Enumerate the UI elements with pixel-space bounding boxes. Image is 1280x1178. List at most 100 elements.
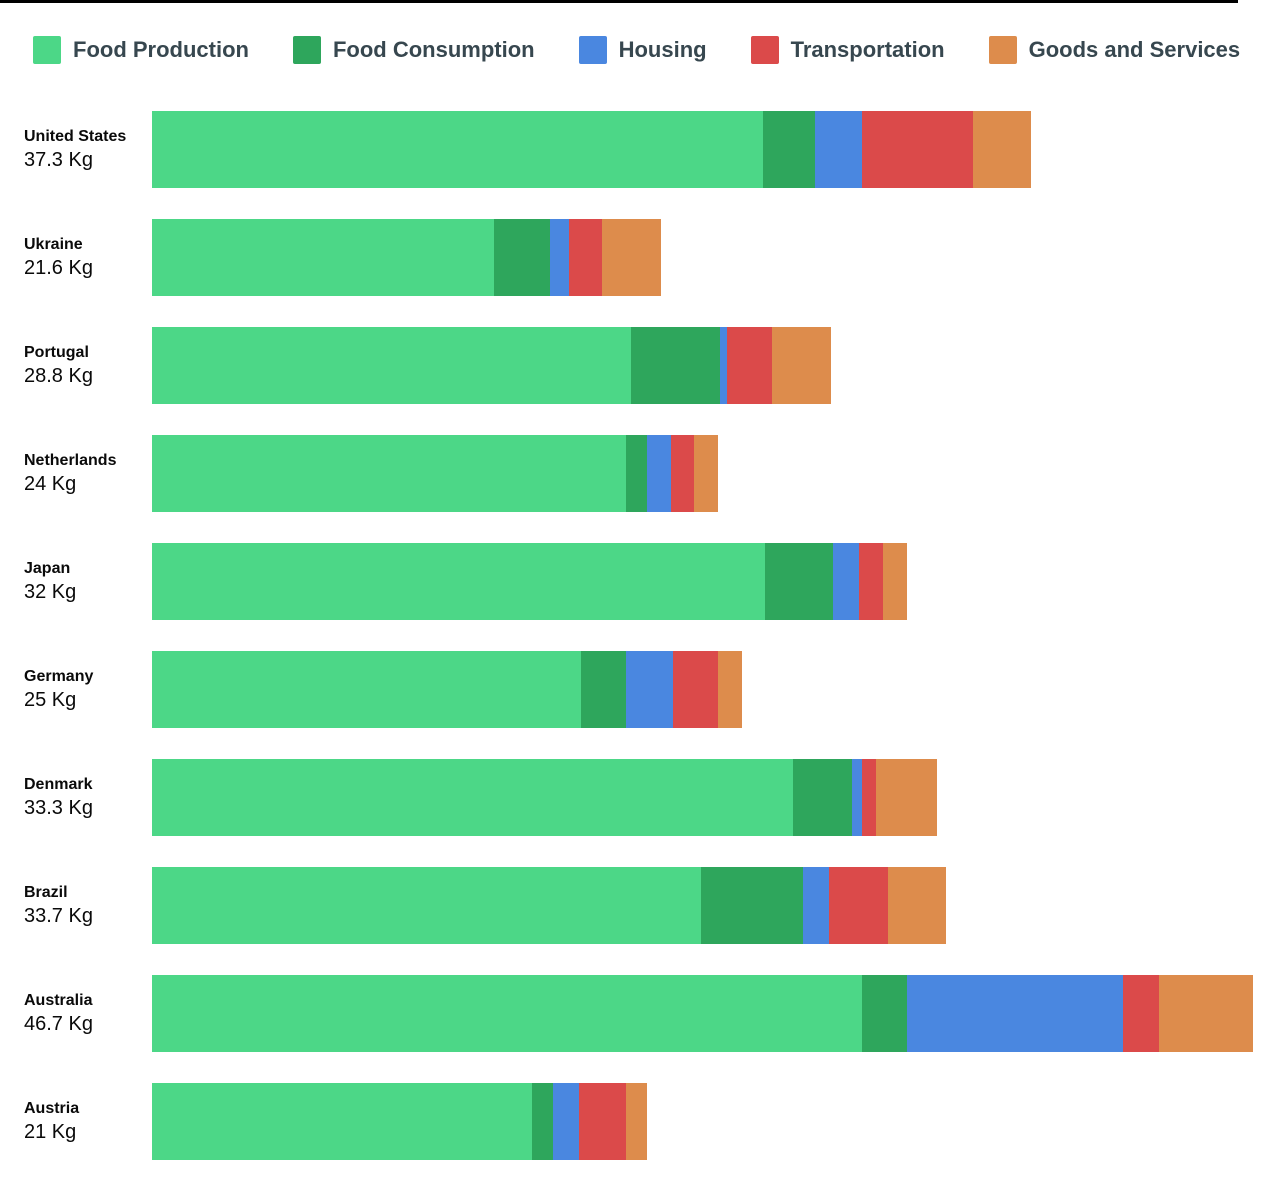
- bar-segment-goods-and-services: [602, 219, 662, 296]
- legend-swatch-icon: [578, 36, 607, 64]
- bar-segment-transportation: [673, 651, 718, 728]
- legend-label: Goods and Services: [1028, 37, 1241, 62]
- country-name: Australia: [24, 991, 93, 1009]
- bar-segment-food-production: [152, 543, 766, 620]
- bar-segment-housing: [802, 867, 829, 944]
- stacked-bar: [152, 759, 938, 836]
- legend-item-food-production[interactable]: Food Production: [33, 36, 249, 64]
- country-total: 33.7 Kg: [24, 905, 93, 928]
- bar-segment-transportation: [670, 435, 695, 512]
- bar-segment-housing: [552, 1083, 579, 1160]
- bar-segment-housing: [625, 651, 674, 728]
- country-total: 33.3 Kg: [24, 797, 93, 820]
- country-name: Netherlands: [24, 451, 117, 469]
- bar-segment-food-production: [152, 1083, 532, 1160]
- chart-row-denmark: Denmark 33.3 Kg: [0, 759, 1280, 836]
- chart-legend: Food Production Food Consumption Housing…: [33, 36, 1280, 64]
- country-name: United States: [24, 127, 127, 145]
- legend-label: Transportation: [790, 37, 945, 62]
- row-label: Ukraine 21.6 Kg: [24, 234, 148, 282]
- bar-segment-food-production: [152, 435, 626, 512]
- bar-segment-transportation: [727, 327, 773, 404]
- bar-segment-food-production: [152, 975, 862, 1052]
- stacked-bar: [152, 651, 742, 728]
- stacked-bar: [152, 543, 907, 620]
- bar-segment-housing: [833, 543, 860, 620]
- bar-segment-transportation: [861, 111, 973, 188]
- legend-swatch-icon: [33, 36, 61, 64]
- legend-item-food-consumption[interactable]: Food Consumption: [292, 36, 535, 64]
- bar-segment-food-consumption: [793, 759, 853, 836]
- legend-label: Food Production: [73, 37, 249, 62]
- legend-item-goods-and-services[interactable]: Goods and Services: [988, 36, 1241, 64]
- row-label: Portugal 28.8 Kg: [24, 342, 148, 390]
- bar-segment-transportation: [578, 1083, 626, 1160]
- chart-row-austria: Austria 21 Kg: [0, 1083, 1280, 1160]
- legend-label: Housing: [618, 37, 707, 62]
- bar-segment-food-consumption: [701, 867, 803, 944]
- bar-segment-food-production: [152, 759, 794, 836]
- bar-segment-goods-and-services: [717, 651, 742, 728]
- chart-row-germany: Germany 25 Kg: [0, 651, 1280, 728]
- legend-swatch-icon: [750, 36, 779, 64]
- bar-segment-food-production: [152, 867, 702, 944]
- top-border: [0, 0, 1238, 3]
- legend-label: Food Consumption: [332, 37, 535, 62]
- bar-segment-food-production: [152, 327, 631, 404]
- row-label: Japan 32 Kg: [24, 558, 148, 606]
- row-label: Germany 25 Kg: [24, 666, 148, 714]
- bar-segment-housing: [720, 327, 728, 404]
- country-name: Germany: [24, 667, 94, 685]
- country-name: Brazil: [24, 883, 68, 901]
- legend-item-transportation[interactable]: Transportation: [750, 36, 945, 64]
- bar-segment-transportation: [828, 867, 888, 944]
- bar-segment-food-production: [152, 651, 582, 728]
- bar-segment-goods-and-services: [625, 1083, 648, 1160]
- legend-swatch-icon: [292, 36, 321, 64]
- chart-row-ukraine: Ukraine 21.6 Kg: [0, 219, 1280, 296]
- stacked-bar: [152, 111, 1032, 188]
- bar-segment-food-consumption: [630, 327, 721, 404]
- country-total: 28.8 Kg: [24, 365, 93, 388]
- bar-segment-goods-and-services: [972, 111, 1032, 188]
- bar-segment-housing: [814, 111, 862, 188]
- country-name: Ukraine: [24, 235, 83, 253]
- stacked-bar: [152, 1083, 648, 1160]
- country-total: 21.6 Kg: [24, 257, 93, 280]
- bar-segment-food-consumption: [626, 435, 648, 512]
- country-total: 37.3 Kg: [24, 149, 93, 172]
- country-name: Portugal: [24, 343, 89, 361]
- bar-segment-goods-and-services: [772, 327, 832, 404]
- bar-segment-goods-and-services: [1158, 975, 1254, 1052]
- legend-item-housing[interactable]: Housing: [578, 36, 707, 64]
- country-total: 24 Kg: [24, 473, 77, 496]
- bar-segment-food-consumption: [581, 651, 626, 728]
- bar-segment-housing: [550, 219, 570, 296]
- bar-segment-housing: [647, 435, 671, 512]
- country-total: 46.7 Kg: [24, 1013, 93, 1036]
- row-label: Brazil 33.7 Kg: [24, 882, 148, 930]
- bar-segment-housing: [906, 975, 1124, 1052]
- bar-segment-food-consumption: [861, 975, 907, 1052]
- country-name: Austria: [24, 1099, 80, 1117]
- stacked-bar-chart: United States 37.3 Kg Ukraine 21.6 Kg Po…: [0, 111, 1280, 1160]
- bar-segment-food-production: [152, 219, 494, 296]
- bar-segment-food-consumption: [531, 1083, 553, 1160]
- stacked-bar: [152, 219, 662, 296]
- country-total: 25 Kg: [24, 689, 77, 712]
- bar-segment-food-consumption: [765, 543, 834, 620]
- bar-segment-goods-and-services: [882, 543, 907, 620]
- chart-row-japan: Japan 32 Kg: [0, 543, 1280, 620]
- country-name: Japan: [24, 559, 71, 577]
- chart-row-brazil: Brazil 33.7 Kg: [0, 867, 1280, 944]
- bar-segment-goods-and-services: [875, 759, 938, 836]
- bar-segment-housing: [852, 759, 862, 836]
- row-label: Australia 46.7 Kg: [24, 990, 148, 1038]
- bar-segment-transportation: [861, 759, 876, 836]
- bar-segment-transportation: [1123, 975, 1159, 1052]
- chart-row-portugal: Portugal 28.8 Kg: [0, 327, 1280, 404]
- stacked-bar: [152, 867, 947, 944]
- bar-segment-food-consumption: [493, 219, 551, 296]
- chart-row-australia: Australia 46.7 Kg: [0, 975, 1280, 1052]
- country-total: 32 Kg: [24, 581, 77, 604]
